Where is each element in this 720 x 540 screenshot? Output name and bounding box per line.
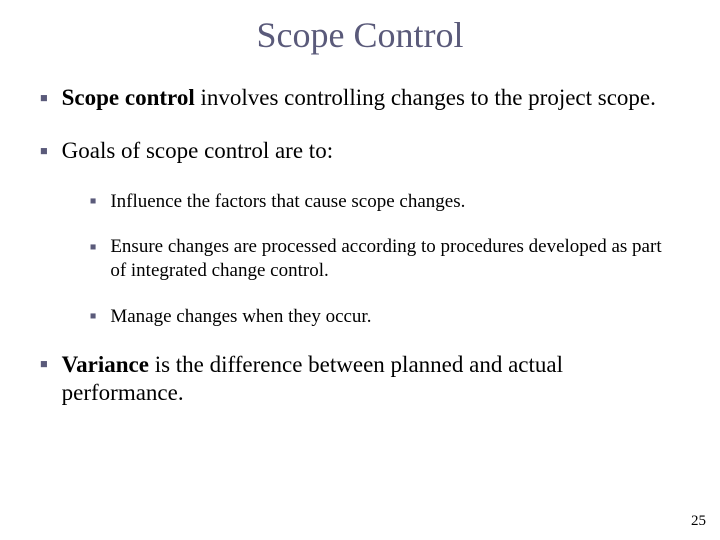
bold-term: Scope control	[62, 85, 195, 110]
sub-bullet-item-2c: ■ Manage changes when they occur.	[90, 305, 680, 329]
bullet-text: Manage changes when they occur.	[110, 305, 680, 329]
bullet-text: Goals of scope control are to:	[62, 137, 680, 166]
square-bullet-icon: ■	[90, 241, 96, 254]
bullet-text: Variance is the difference between plann…	[62, 351, 680, 409]
square-bullet-icon: ■	[90, 195, 96, 208]
bullet-item-2: ■ Goals of scope control are to:	[40, 137, 680, 166]
text-rest: involves controlling changes to the proj…	[195, 85, 656, 110]
bold-term: Variance	[62, 352, 149, 377]
square-bullet-icon: ■	[40, 91, 48, 107]
square-bullet-icon: ■	[90, 310, 96, 323]
square-bullet-icon: ■	[40, 144, 48, 160]
page-number: 25	[691, 513, 706, 530]
bullet-text: Influence the factors that cause scope c…	[110, 190, 680, 214]
sub-bullet-item-2a: ■ Influence the factors that cause scope…	[90, 190, 680, 214]
slide: Scope Control ■ Scope control involves c…	[0, 0, 720, 540]
slide-content: ■ Scope control involves controlling cha…	[0, 56, 720, 408]
slide-title: Scope Control	[0, 0, 720, 56]
bullet-item-3: ■ Variance is the difference between pla…	[40, 351, 680, 409]
bullet-text: Ensure changes are processed according t…	[110, 235, 680, 283]
sub-bullet-item-2b: ■ Ensure changes are processed according…	[90, 235, 680, 283]
bullet-item-1: ■ Scope control involves controlling cha…	[40, 84, 680, 113]
square-bullet-icon: ■	[40, 357, 48, 373]
bullet-text: Scope control involves controlling chang…	[62, 84, 680, 113]
